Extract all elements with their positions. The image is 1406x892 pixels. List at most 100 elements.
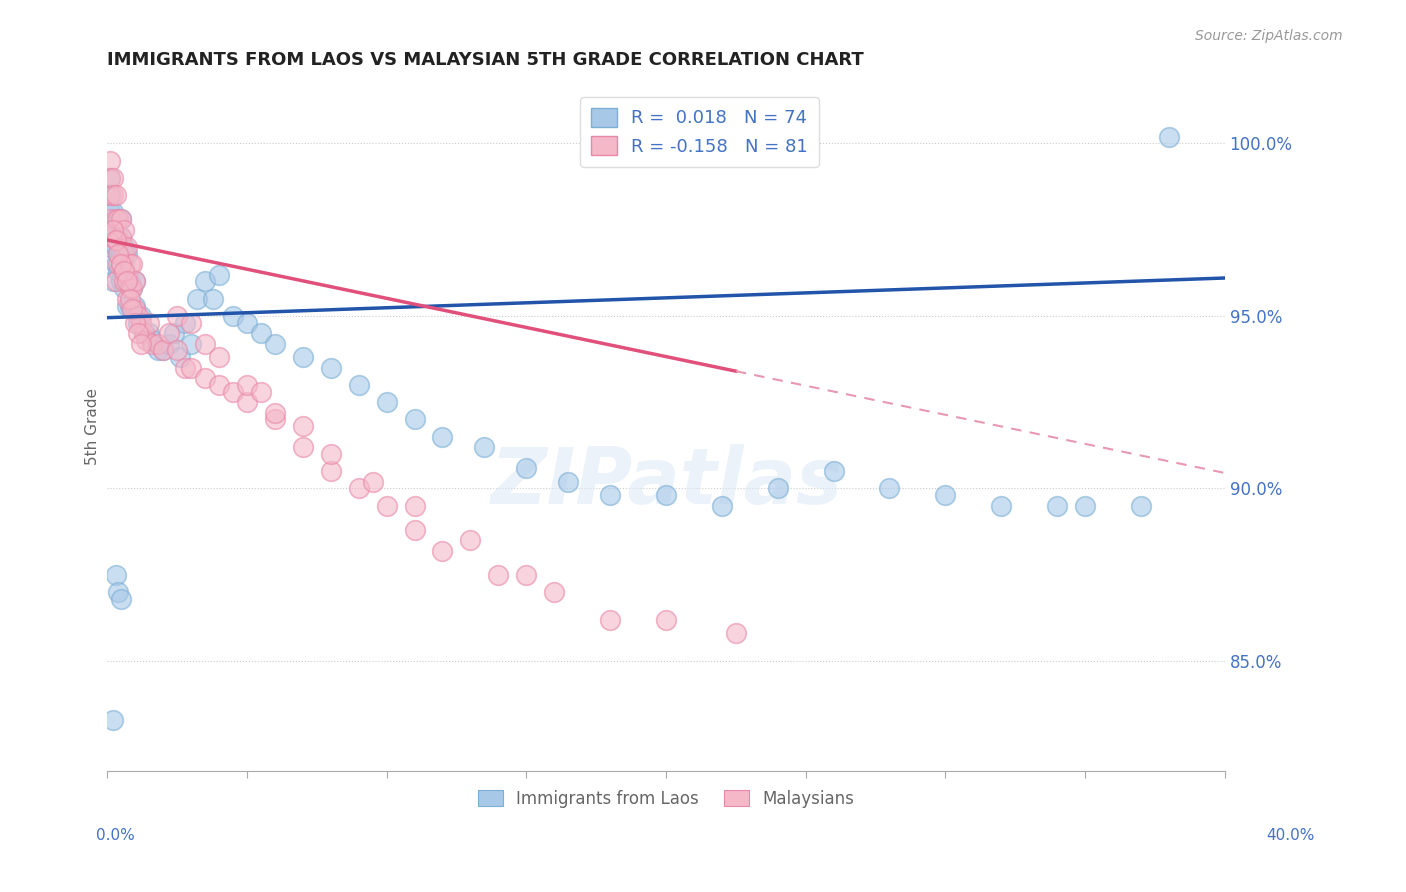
Point xyxy=(194,336,217,351)
Point xyxy=(115,275,138,289)
Point xyxy=(152,343,174,358)
Point xyxy=(129,309,152,323)
Point xyxy=(208,268,231,282)
Point xyxy=(141,333,163,347)
Legend: Immigrants from Laos, Malaysians: Immigrants from Laos, Malaysians xyxy=(471,783,860,814)
Point xyxy=(101,188,124,202)
Point xyxy=(1074,499,1097,513)
Point xyxy=(347,378,370,392)
Point xyxy=(1129,499,1152,513)
Point xyxy=(98,188,121,202)
Point xyxy=(118,281,141,295)
Point xyxy=(124,316,146,330)
Point xyxy=(107,247,129,261)
Point xyxy=(543,585,565,599)
Point xyxy=(101,223,124,237)
Point xyxy=(101,713,124,727)
Point xyxy=(112,275,135,289)
Point xyxy=(115,268,138,282)
Point xyxy=(104,567,127,582)
Point xyxy=(404,412,426,426)
Text: Source: ZipAtlas.com: Source: ZipAtlas.com xyxy=(1195,29,1343,44)
Point xyxy=(208,351,231,365)
Point xyxy=(104,212,127,227)
Point xyxy=(98,205,121,219)
Point xyxy=(375,395,398,409)
Point xyxy=(163,326,186,341)
Point xyxy=(710,499,733,513)
Point xyxy=(110,257,132,271)
Point xyxy=(112,257,135,271)
Point xyxy=(250,326,273,341)
Point xyxy=(236,316,259,330)
Point xyxy=(319,360,342,375)
Point xyxy=(107,233,129,247)
Point xyxy=(101,205,124,219)
Point xyxy=(186,292,208,306)
Point xyxy=(104,233,127,247)
Point xyxy=(823,464,845,478)
Point xyxy=(110,257,132,271)
Point xyxy=(166,309,188,323)
Point xyxy=(655,613,678,627)
Point xyxy=(291,351,314,365)
Point xyxy=(180,336,202,351)
Point xyxy=(655,488,678,502)
Point xyxy=(724,626,747,640)
Point xyxy=(474,440,496,454)
Point xyxy=(118,299,141,313)
Point xyxy=(250,384,273,399)
Point xyxy=(766,482,789,496)
Point xyxy=(104,188,127,202)
Point xyxy=(118,292,141,306)
Point xyxy=(174,316,197,330)
Point xyxy=(319,447,342,461)
Point xyxy=(107,257,129,271)
Point xyxy=(432,543,454,558)
Point xyxy=(118,257,141,271)
Point xyxy=(132,326,155,341)
Point xyxy=(104,240,127,254)
Point xyxy=(101,275,124,289)
Point xyxy=(404,499,426,513)
Point xyxy=(515,567,537,582)
Point xyxy=(98,240,121,254)
Point xyxy=(557,475,579,489)
Point xyxy=(202,292,225,306)
Point xyxy=(124,301,146,316)
Point xyxy=(174,360,197,375)
Point xyxy=(104,275,127,289)
Point xyxy=(112,223,135,237)
Point xyxy=(152,343,174,358)
Point xyxy=(121,281,143,295)
Point xyxy=(112,247,135,261)
Point xyxy=(1046,499,1069,513)
Point xyxy=(107,212,129,227)
Point xyxy=(291,440,314,454)
Point xyxy=(98,170,121,185)
Point xyxy=(146,336,169,351)
Point xyxy=(135,333,157,347)
Point xyxy=(222,309,245,323)
Point xyxy=(112,281,135,295)
Point xyxy=(236,395,259,409)
Point xyxy=(129,336,152,351)
Text: 40.0%: 40.0% xyxy=(1267,828,1315,843)
Point xyxy=(169,351,191,365)
Point xyxy=(432,430,454,444)
Point xyxy=(104,257,127,271)
Point xyxy=(166,343,188,358)
Point xyxy=(115,240,138,254)
Point xyxy=(599,613,621,627)
Point xyxy=(460,533,482,548)
Point xyxy=(132,326,155,341)
Point xyxy=(110,229,132,244)
Point xyxy=(127,309,149,323)
Point xyxy=(110,229,132,244)
Point xyxy=(404,523,426,537)
Point xyxy=(180,360,202,375)
Point xyxy=(375,499,398,513)
Point xyxy=(146,343,169,358)
Point xyxy=(157,326,180,341)
Point xyxy=(599,488,621,502)
